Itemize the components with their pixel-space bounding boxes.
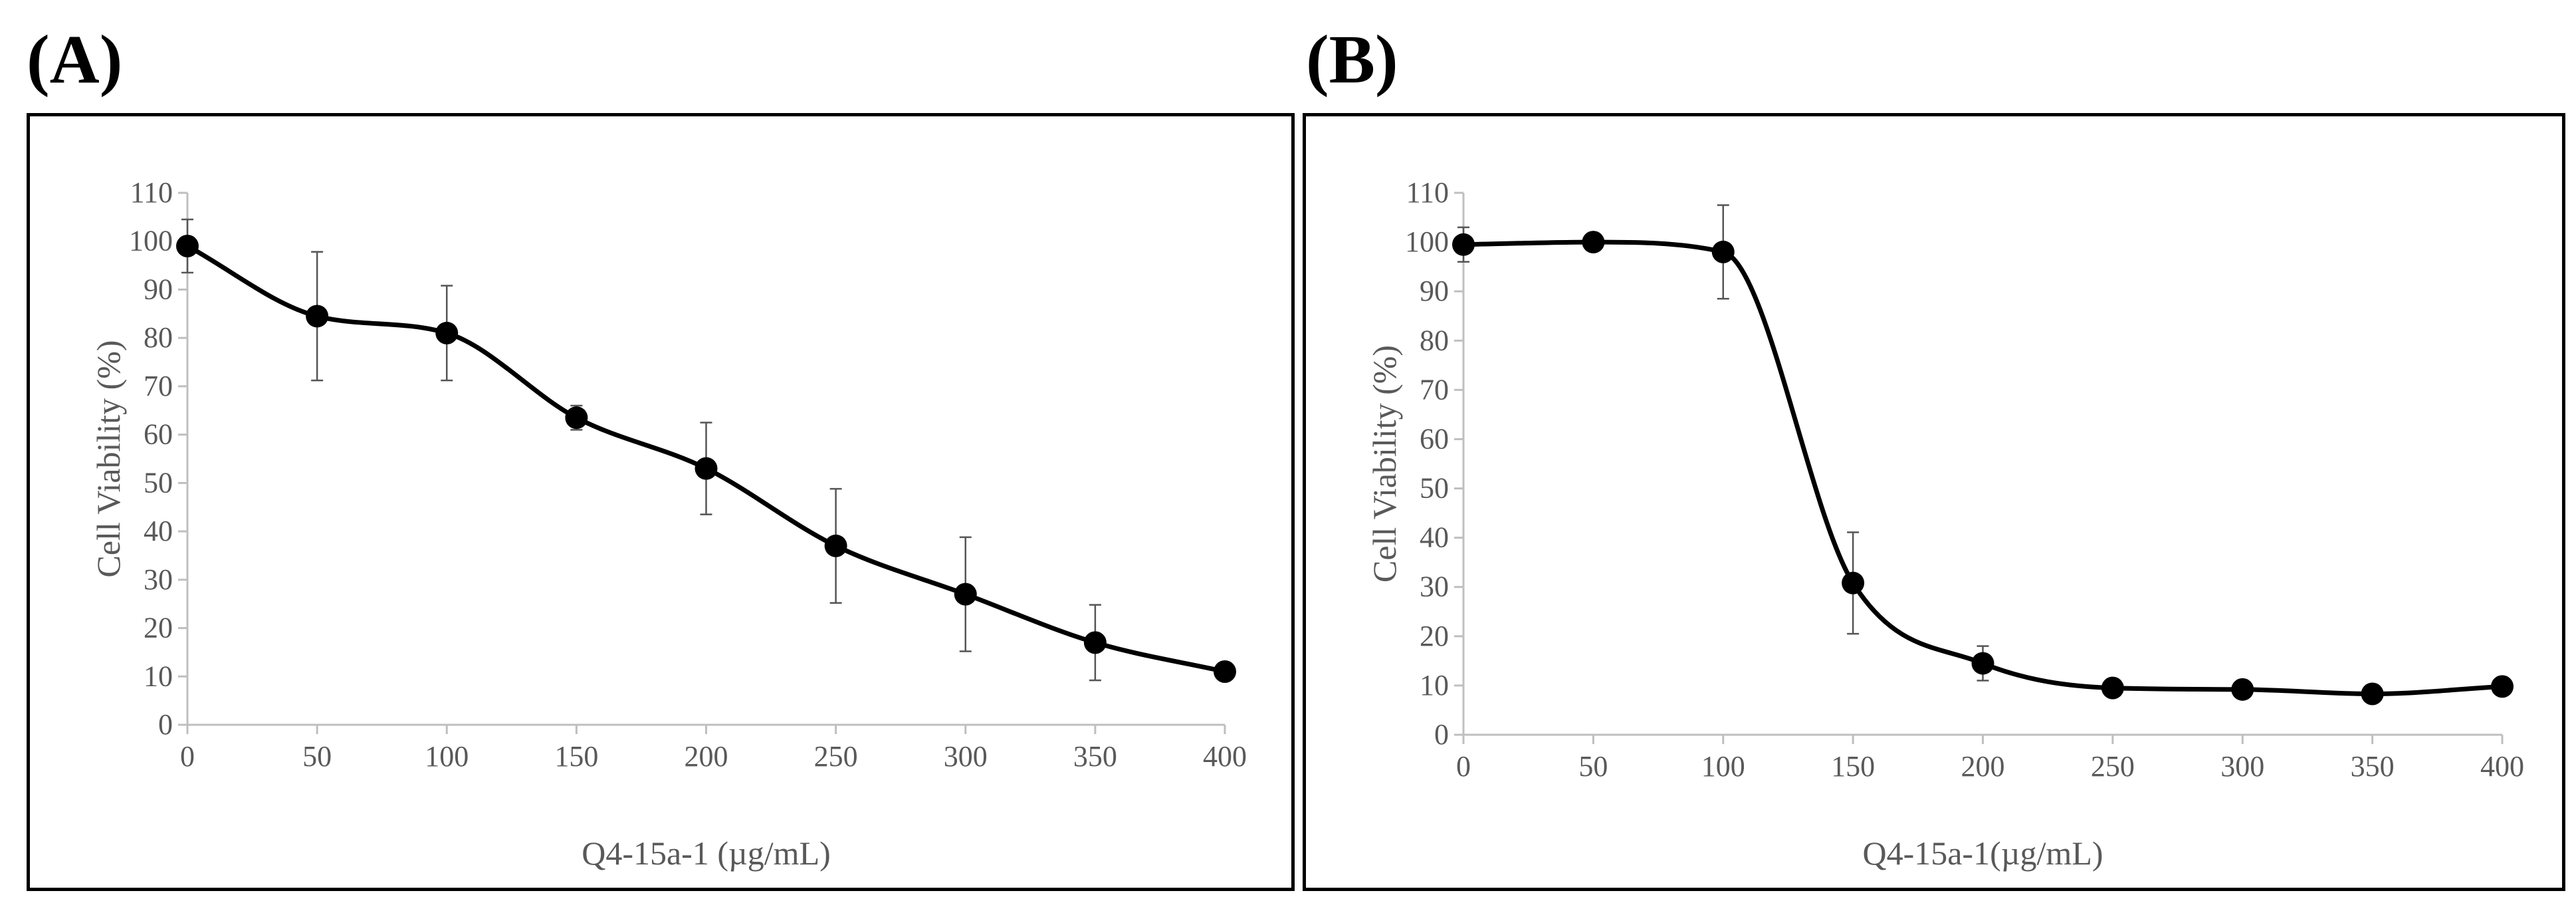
data-point: [954, 582, 977, 606]
x-tick-label: 400: [2480, 750, 2524, 783]
x-axis-label: Q4-15a-1 (µg/mL): [582, 835, 831, 872]
y-axis-label: Cell Viability (%): [90, 340, 127, 577]
y-tick-label: 20: [144, 612, 173, 644]
data-point: [1582, 231, 1605, 254]
y-tick-label: 80: [1420, 324, 1449, 356]
y-tick-label: 90: [1420, 275, 1449, 307]
data-point: [1083, 631, 1107, 654]
data-point: [1971, 652, 1994, 675]
chart-b-svg: 0 10 20 30 40 50 60 70 80 90 100 110 0 50 100 150 200 250…: [1366, 176, 2524, 872]
x-tick-label: 0: [1456, 750, 1471, 783]
y-tick-label: 70: [1420, 373, 1449, 406]
y-tick-label: 110: [1406, 176, 1449, 209]
x-tick-label: 150: [1831, 750, 1875, 783]
panel-a-label: (A): [27, 21, 123, 98]
x-tick-label: 300: [944, 740, 988, 773]
y-tick-label: 80: [144, 321, 173, 354]
series-line: [1463, 239, 2503, 697]
x-tick-label: 250: [2091, 750, 2135, 783]
y-tick-label: 50: [144, 466, 173, 499]
chart-panel-a: 0 10 20 30 40 50 60 70 80 90 100 110 0 50 100 150 200 250…: [27, 113, 1295, 891]
data-point: [1452, 233, 1475, 256]
y-tick-label: 50: [1420, 472, 1449, 505]
data-point: [565, 406, 588, 430]
x-tick-label: 350: [2351, 750, 2395, 783]
y-tick-label: 90: [144, 273, 173, 305]
x-tick-label: 100: [1701, 750, 1745, 783]
data-point: [695, 457, 718, 480]
data-point: [2231, 678, 2254, 701]
x-tick-label: 0: [180, 740, 195, 773]
data-point: [2101, 676, 2124, 700]
y-tick-label: 0: [1434, 718, 1449, 751]
x-tick-label: 350: [1073, 740, 1117, 773]
y-axis-label: Cell Viability (%): [1366, 345, 1403, 582]
x-tick-label: 250: [814, 740, 858, 773]
y-tick-label: 20: [1420, 620, 1449, 652]
data-point: [1214, 660, 1236, 683]
data-point: [2491, 675, 2514, 698]
x-tick-label: 200: [685, 740, 728, 773]
y-tick-label: 70: [144, 370, 173, 402]
y-tick-label: 10: [144, 660, 173, 692]
chart-panel-b: 0 10 20 30 40 50 60 70 80 90 100 110 0 50 100 150 200 250…: [1303, 113, 2565, 891]
y-tick-label: 10: [1420, 669, 1449, 702]
x-tick-label: 50: [1578, 750, 1608, 783]
data-point: [1711, 240, 1735, 263]
y-tick-label: 0: [158, 708, 173, 741]
panel-b-label: (B): [1306, 21, 1398, 98]
data-point: [306, 305, 329, 328]
data-point: [176, 235, 199, 257]
x-tick-label: 200: [1961, 750, 2005, 783]
x-axis-label: Q4-15a-1(µg/mL): [1862, 835, 2103, 872]
y-tick-label: 100: [129, 225, 173, 257]
x-tick-label: 300: [2220, 750, 2264, 783]
x-tick-label: 50: [302, 740, 332, 773]
y-tick-label: 60: [1420, 422, 1449, 455]
data-point: [1842, 571, 1865, 594]
x-tick-label: 150: [554, 740, 598, 773]
y-tick-label: 100: [1405, 225, 1449, 258]
x-tick-label: 100: [425, 740, 469, 773]
data-point: [2361, 682, 2384, 706]
y-tick-label: 30: [144, 563, 173, 596]
y-tick-label: 40: [144, 515, 173, 547]
y-tick-label: 110: [130, 176, 173, 209]
data-point: [435, 321, 459, 344]
y-tick-label: 40: [1420, 521, 1449, 554]
data-point: [824, 534, 847, 557]
x-tick-label: 400: [1203, 740, 1247, 773]
y-tick-label: 30: [1420, 571, 1449, 603]
y-tick-label: 60: [144, 418, 173, 451]
chart-a-svg: 0 10 20 30 40 50 60 70 80 90 100 110 0 50 100 150 200 250…: [90, 176, 1247, 872]
